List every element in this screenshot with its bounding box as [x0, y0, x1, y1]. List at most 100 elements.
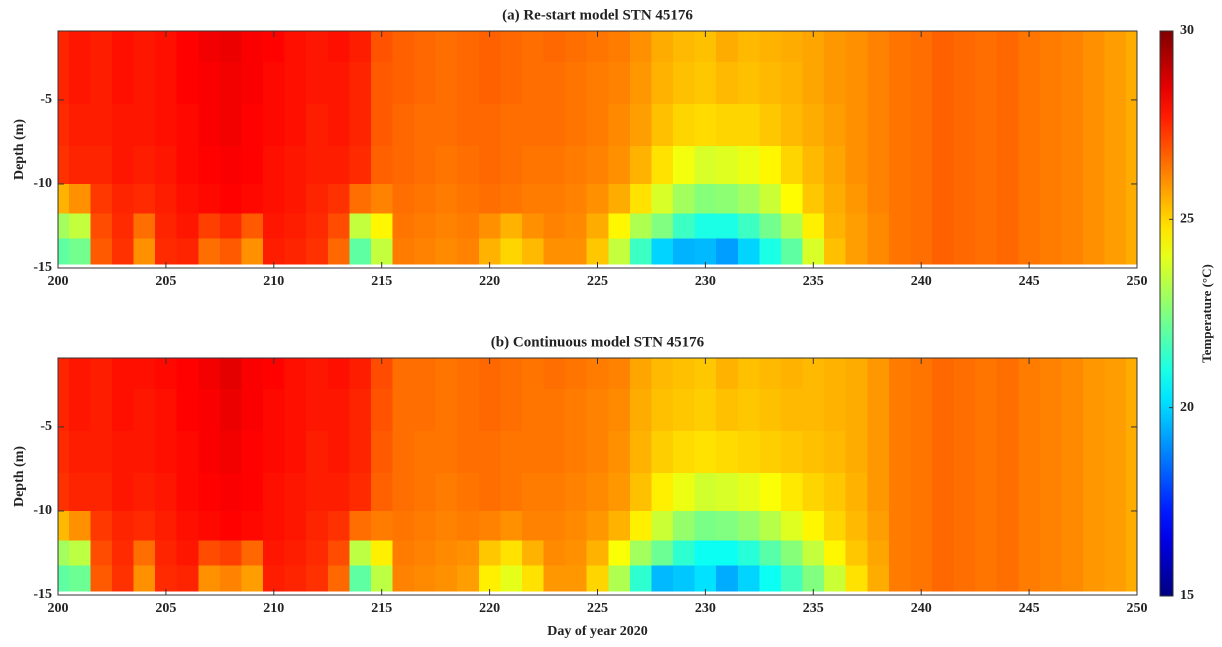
cell — [435, 473, 458, 512]
cell — [219, 540, 243, 567]
cell — [888, 473, 912, 512]
x-tick-label: 230 — [695, 601, 716, 616]
cell — [910, 565, 933, 592]
cell — [867, 238, 890, 265]
cell — [802, 183, 825, 214]
cell — [673, 389, 696, 432]
cell — [694, 389, 717, 432]
cell — [780, 146, 804, 185]
cell — [716, 358, 739, 390]
cell — [219, 238, 243, 265]
cell — [673, 565, 696, 592]
cell — [888, 183, 912, 214]
cell — [457, 358, 480, 390]
cell — [414, 358, 437, 390]
cell — [737, 146, 760, 185]
cell — [824, 62, 847, 105]
cell — [565, 358, 588, 390]
cell — [1126, 510, 1138, 541]
cell — [241, 183, 264, 214]
cell — [198, 31, 221, 63]
cell — [370, 31, 394, 63]
cell — [392, 389, 415, 432]
x-tick-label: 225 — [587, 274, 608, 289]
cell — [306, 510, 329, 541]
cell — [478, 473, 501, 512]
cell — [241, 431, 264, 474]
cell — [1083, 540, 1106, 567]
cell — [284, 31, 307, 63]
cell — [58, 540, 70, 567]
cell — [673, 473, 696, 512]
cell — [996, 31, 1019, 63]
cell — [802, 238, 825, 265]
cell — [910, 146, 933, 185]
cell — [414, 389, 437, 432]
cell — [910, 104, 933, 147]
cell — [1018, 104, 1041, 147]
cell — [241, 540, 264, 567]
cell — [349, 183, 372, 214]
cell — [716, 104, 739, 147]
cell — [888, 565, 912, 592]
cell — [716, 389, 739, 432]
cell — [90, 473, 113, 512]
cell — [133, 31, 156, 63]
cell — [845, 238, 868, 265]
cell — [111, 104, 135, 147]
cell — [931, 62, 955, 105]
cell — [694, 31, 717, 63]
cell — [565, 473, 588, 512]
cell — [586, 389, 609, 432]
cell — [759, 62, 782, 105]
cell — [284, 473, 307, 512]
cell — [478, 540, 501, 567]
cell — [435, 62, 458, 105]
cell — [543, 104, 566, 147]
cell — [586, 510, 609, 541]
cell — [910, 31, 933, 63]
cell — [521, 540, 545, 567]
cell — [349, 510, 372, 541]
cell — [824, 431, 847, 474]
cell — [263, 540, 286, 567]
cell — [608, 565, 631, 592]
cell — [629, 389, 653, 432]
cell — [867, 104, 890, 147]
cell — [176, 62, 199, 105]
cell — [673, 510, 696, 541]
cell — [457, 540, 480, 567]
cell — [500, 565, 523, 592]
cell — [435, 213, 458, 240]
cell — [824, 510, 847, 541]
cell — [1126, 358, 1138, 390]
cell — [824, 104, 847, 147]
cell — [931, 389, 955, 432]
cell — [176, 358, 199, 390]
cell — [629, 31, 653, 63]
cell — [435, 510, 458, 541]
cell — [198, 62, 221, 105]
cell — [694, 62, 717, 105]
cell — [263, 31, 286, 63]
cell — [1039, 565, 1063, 592]
cell — [953, 183, 976, 214]
y-tick-label: -15 — [33, 260, 52, 275]
cell — [133, 510, 156, 541]
cell — [845, 62, 868, 105]
cell — [888, 213, 912, 240]
chart-title: (b) Continuous model STN 45176 — [491, 334, 705, 350]
cell — [500, 238, 523, 265]
cell — [241, 104, 264, 147]
cell — [392, 473, 415, 512]
cell — [155, 183, 178, 214]
cell — [888, 510, 912, 541]
cell — [543, 238, 566, 265]
cell — [155, 473, 178, 512]
cell — [737, 473, 760, 512]
cell — [1039, 540, 1063, 567]
cell — [198, 540, 221, 567]
cell — [586, 431, 609, 474]
x-tick-label: 240 — [911, 274, 932, 289]
cell — [133, 62, 156, 105]
